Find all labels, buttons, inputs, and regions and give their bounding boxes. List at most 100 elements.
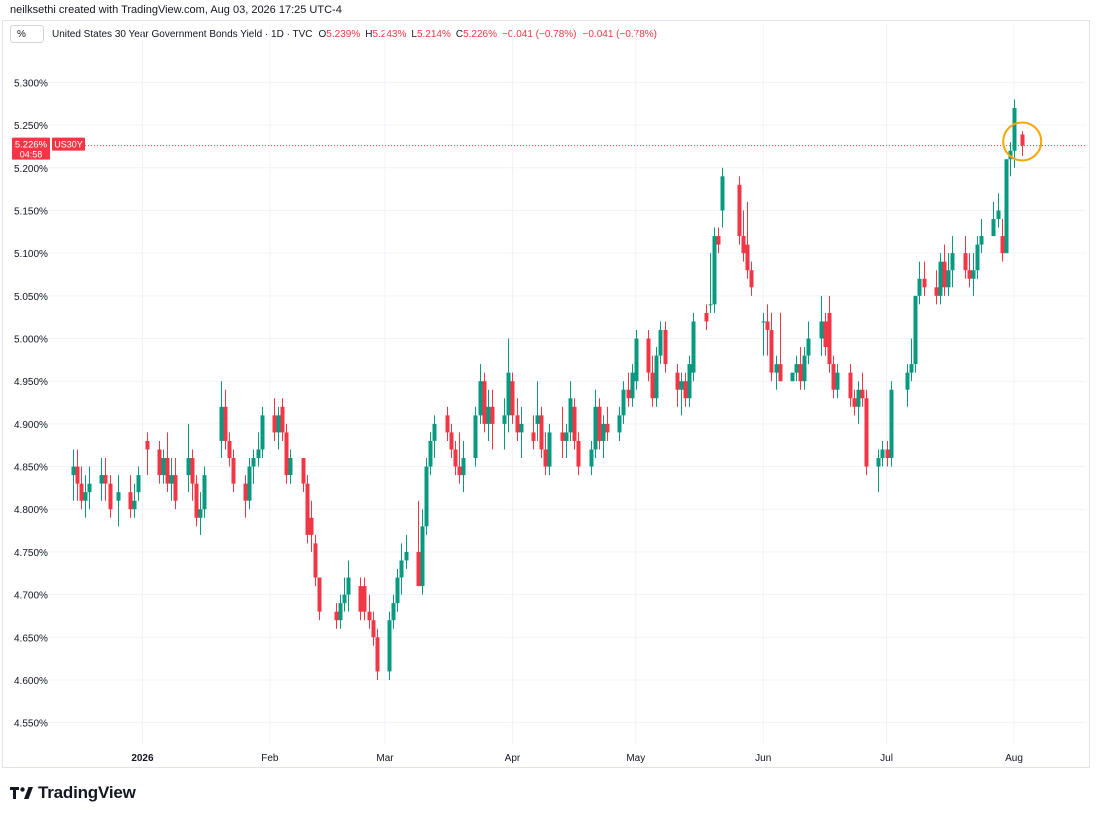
candle[interactable]	[1000, 219, 1005, 262]
candle[interactable]	[79, 466, 84, 510]
candle[interactable]	[675, 364, 680, 407]
candle[interactable]	[708, 253, 713, 313]
candle[interactable]	[560, 406, 565, 459]
candle[interactable]	[276, 406, 281, 450]
candle[interactable]	[860, 372, 865, 407]
candle[interactable]	[663, 321, 668, 373]
candle[interactable]	[288, 449, 293, 484]
candle[interactable]	[416, 500, 421, 587]
candle[interactable]	[510, 372, 515, 424]
candle[interactable]	[905, 364, 910, 407]
candle[interactable]	[169, 458, 174, 501]
candle[interactable]	[827, 295, 832, 373]
candle[interactable]	[765, 304, 770, 356]
symbol-title[interactable]: United States 30 Year Government Bonds Y…	[52, 28, 313, 40]
candle[interactable]	[260, 406, 265, 459]
candle[interactable]	[103, 458, 108, 501]
candle[interactable]	[231, 449, 236, 493]
candle[interactable]	[1012, 99, 1017, 168]
candle[interactable]	[186, 423, 191, 493]
candle[interactable]	[108, 475, 113, 518]
candle[interactable]	[626, 372, 631, 407]
candle[interactable]	[473, 406, 478, 467]
candle[interactable]	[247, 458, 252, 510]
candle[interactable]	[687, 355, 692, 407]
candle[interactable]	[856, 381, 861, 424]
candle[interactable]	[589, 440, 594, 476]
candle[interactable]	[593, 389, 598, 459]
candle[interactable]	[305, 475, 310, 544]
candle[interactable]	[769, 312, 774, 382]
candle[interactable]	[831, 355, 836, 399]
candle[interactable]	[395, 569, 400, 612]
candle[interactable]	[190, 449, 195, 501]
candle[interactable]	[634, 329, 639, 390]
candle[interactable]	[132, 483, 137, 518]
candle[interactable]	[194, 475, 199, 527]
candle[interactable]	[975, 236, 980, 279]
candle[interactable]	[704, 304, 709, 330]
candle[interactable]	[716, 227, 721, 254]
candle[interactable]	[375, 628, 380, 680]
candle[interactable]	[317, 577, 322, 621]
candle[interactable]	[486, 389, 491, 441]
candle[interactable]	[979, 219, 984, 254]
candle[interactable]	[798, 347, 803, 390]
candle[interactable]	[741, 210, 746, 262]
candle[interactable]	[630, 364, 635, 407]
candle[interactable]	[428, 432, 433, 476]
candle[interactable]	[543, 432, 548, 476]
candle[interactable]	[683, 372, 688, 407]
candle[interactable]	[173, 458, 178, 510]
candle[interactable]	[880, 440, 885, 467]
candle[interactable]	[128, 475, 133, 518]
candle[interactable]	[823, 312, 828, 356]
candle[interactable]	[461, 440, 466, 493]
candle[interactable]	[87, 466, 92, 510]
candle[interactable]	[934, 270, 939, 305]
candle[interactable]	[391, 594, 396, 629]
candle[interactable]	[280, 398, 285, 441]
candle[interactable]	[453, 440, 458, 476]
candle[interactable]	[963, 236, 968, 279]
candle[interactable]	[568, 381, 573, 441]
candle[interactable]	[482, 372, 487, 433]
candle[interactable]	[99, 458, 104, 501]
candle[interactable]	[371, 611, 376, 646]
candle[interactable]	[272, 398, 277, 441]
candle[interactable]	[531, 415, 536, 450]
candle[interactable]	[802, 347, 807, 390]
candle[interactable]	[650, 355, 655, 407]
candle[interactable]	[313, 534, 318, 587]
candle[interactable]	[654, 347, 659, 407]
candle[interactable]	[420, 509, 425, 595]
candle[interactable]	[161, 449, 166, 484]
candle[interactable]	[922, 261, 927, 296]
candle[interactable]	[515, 398, 520, 441]
candle[interactable]	[424, 458, 429, 535]
candle[interactable]	[909, 338, 914, 382]
candle[interactable]	[219, 381, 224, 459]
candle[interactable]	[1020, 131, 1025, 156]
candle[interactable]	[284, 423, 289, 484]
candle[interactable]	[576, 432, 581, 476]
candle[interactable]	[991, 201, 996, 237]
candle[interactable]	[457, 432, 462, 484]
candle[interactable]	[564, 423, 569, 459]
candle[interactable]	[876, 449, 881, 493]
candle[interactable]	[449, 423, 454, 459]
candle[interactable]	[761, 312, 766, 356]
candle[interactable]	[367, 594, 372, 629]
candle[interactable]	[490, 389, 495, 450]
candle[interactable]	[885, 440, 890, 467]
candle[interactable]	[251, 449, 256, 484]
candle[interactable]	[971, 253, 976, 296]
candle[interactable]	[778, 312, 783, 382]
candle[interactable]	[646, 329, 651, 382]
candle[interactable]	[806, 321, 811, 365]
candle[interactable]	[502, 398, 507, 450]
candle[interactable]	[227, 432, 232, 467]
candle[interactable]	[342, 577, 347, 612]
candle[interactable]	[946, 253, 951, 296]
